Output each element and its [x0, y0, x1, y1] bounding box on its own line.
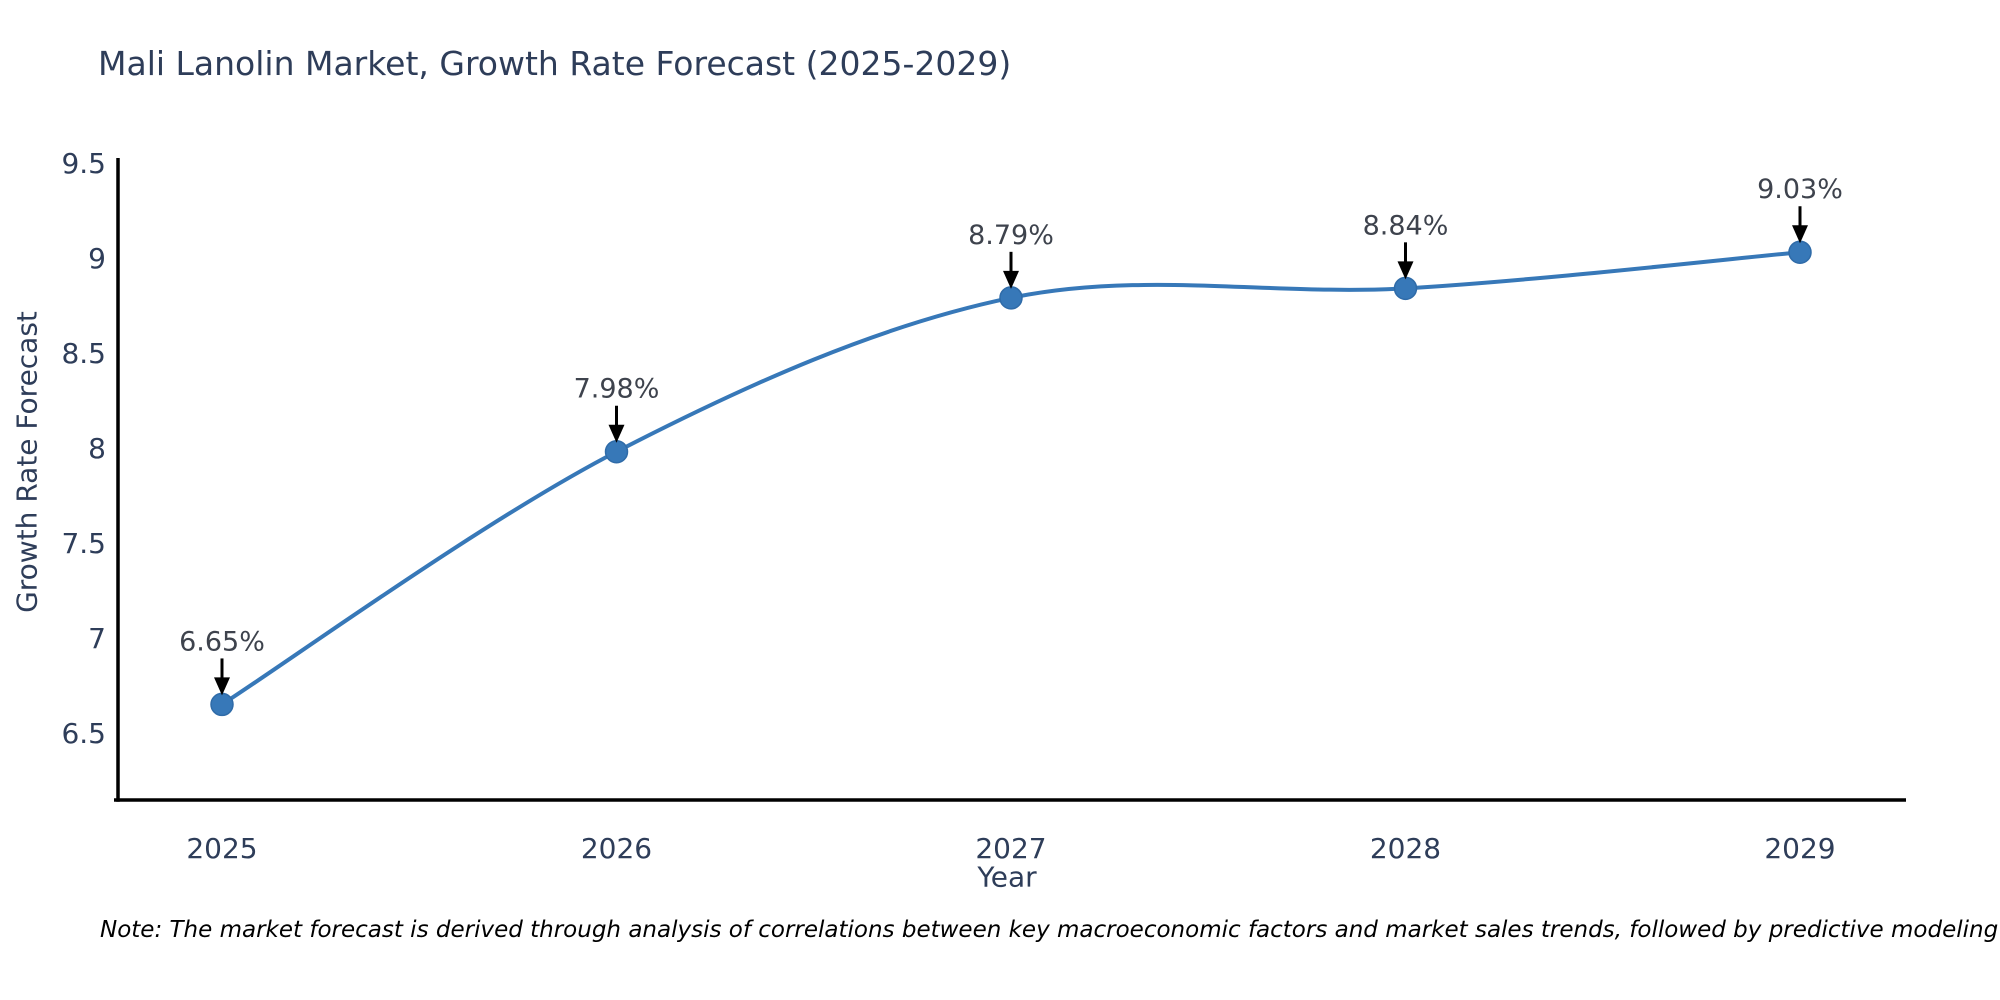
x-tick-label: 2028: [1370, 832, 1441, 865]
forecast-line: [220, 250, 1802, 707]
footnote: Note: The market forecast is derived thr…: [100, 917, 2000, 943]
y-tick-label: 9: [88, 242, 106, 275]
x-tick-label: 2026: [581, 832, 652, 865]
data-point-2027: [999, 286, 1023, 310]
data-point-2025: [210, 692, 234, 717]
x-tick-label: 2025: [186, 832, 257, 865]
data-point-2028: [1393, 276, 1418, 301]
y-axis-title: Growth Rate Forecast: [10, 311, 44, 613]
point-annotation-label: 8.84%: [1363, 210, 1449, 241]
point-annotation-label: 9.03%: [1757, 174, 1843, 205]
y-tick-label: 8.5: [61, 337, 106, 370]
point-annotation-label: 7.98%: [574, 374, 660, 405]
annotation-arrowhead-icon: [608, 424, 625, 443]
annotation-arrowhead-icon: [1397, 261, 1414, 280]
annotation-arrowhead-icon: [1792, 225, 1808, 244]
y-tick-label: 7: [88, 622, 106, 655]
annotation-arrowhead-icon: [214, 677, 230, 696]
x-tick-label: 2029: [1764, 832, 1835, 865]
y-tick-label: 8: [88, 432, 106, 465]
y-tick-label: 9.5: [61, 147, 106, 180]
data-point-2029: [1788, 240, 1812, 264]
chart-title: Mali Lanolin Market, Growth Rate Forecas…: [98, 44, 1012, 83]
point-annotation-label: 8.79%: [968, 220, 1054, 251]
annotation-arrowhead-icon: [1003, 270, 1019, 289]
x-tick-label: 2027: [975, 832, 1046, 865]
y-tick-label: 7.5: [61, 527, 106, 560]
data-point-2026: [604, 439, 629, 464]
x-axis-title: Year: [977, 860, 1037, 894]
point-annotation-label: 6.65%: [179, 626, 265, 657]
y-tick-label: 6.5: [61, 717, 106, 750]
